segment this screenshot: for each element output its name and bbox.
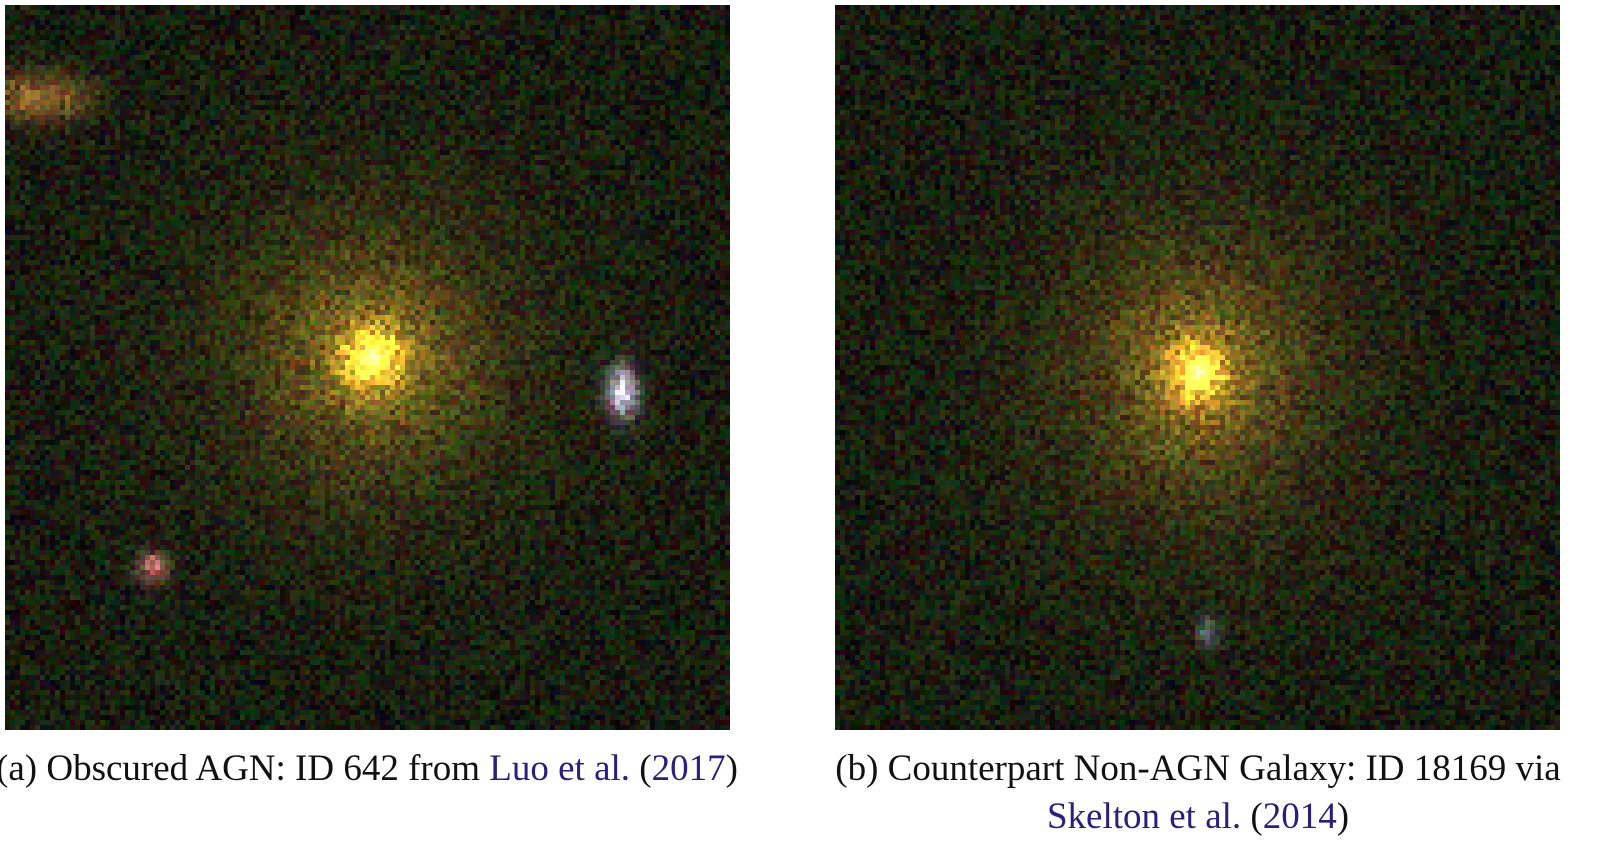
paren: ( bbox=[1250, 796, 1263, 837]
caption-text: Counterpart Non-AGN Galaxy: ID 18169 via bbox=[887, 748, 1561, 789]
citation-link-year[interactable]: 2014 bbox=[1262, 796, 1337, 837]
caption-label: (a) bbox=[0, 748, 38, 789]
citation-link-author[interactable]: Luo et al. bbox=[489, 748, 631, 789]
galaxy-image-obscured-agn bbox=[5, 5, 730, 730]
caption-b: (b) Counterpart Non-AGN Galaxy: ID 18169… bbox=[798, 745, 1598, 841]
paren: ) bbox=[1336, 796, 1350, 837]
paren: ) bbox=[725, 748, 738, 789]
paren: ( bbox=[639, 748, 652, 789]
caption-label: (b) bbox=[835, 748, 879, 789]
citation-link-author[interactable]: Skelton et al. bbox=[1046, 796, 1242, 837]
citation-link-year[interactable]: 2017 bbox=[651, 748, 726, 789]
caption-text: Obscured AGN: ID 642 from bbox=[46, 748, 481, 789]
galaxy-image-non-agn bbox=[835, 5, 1560, 730]
galaxy-image-canvas bbox=[5, 5, 730, 730]
galaxy-image-canvas bbox=[835, 5, 1560, 730]
caption-a: (a) Obscured AGN: ID 642 from Luo et al.… bbox=[0, 745, 767, 793]
